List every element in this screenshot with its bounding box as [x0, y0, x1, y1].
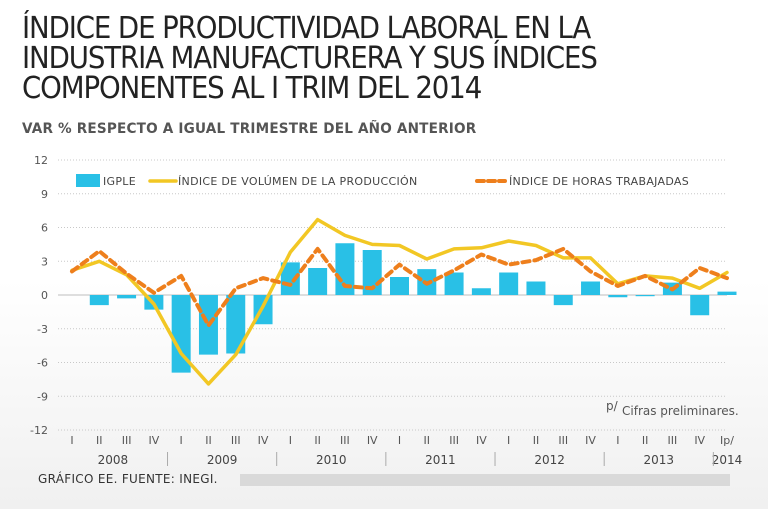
bar [499, 272, 519, 295]
note-superscript: p/ [606, 399, 619, 413]
x-quarter-label: IV [476, 434, 487, 447]
x-quarter-label: III [668, 434, 678, 447]
bar [717, 291, 737, 295]
bar [581, 281, 601, 295]
x-quarter-label: I [507, 434, 510, 447]
bar [553, 295, 573, 306]
x-quarter-label: II [642, 434, 649, 447]
x-year-label: 2010 [316, 453, 347, 467]
x-year-label: 2013 [643, 453, 674, 467]
title-line-3: COMPONENTES AL I TRIM DEL 2014 [22, 71, 482, 106]
x-quarter-label: Ip/ [720, 434, 734, 447]
y-axis: 12 9 6 3 0 -3 -6 -9 -12 [30, 154, 48, 437]
x-quarter-label: IV [258, 434, 269, 447]
x-quarter-label: IV [367, 434, 378, 447]
legend-label-hours: ÍNDICE DE HORAS TRABAJADAS [509, 175, 689, 188]
bar [444, 272, 464, 295]
legend-label-production: ÍNDICE DE VOLÚMEN DE LA PRODUCCIÓN [178, 175, 418, 188]
x-quarter-label: IV [694, 434, 705, 447]
preliminary-note: p/Cifras preliminares. [606, 399, 739, 418]
bar [471, 288, 491, 295]
title-line-1: ÍNDICE DE PRODUCTIVIDAD LABORAL EN LA [22, 11, 591, 46]
hours-worked-line [70, 246, 729, 328]
x-quarter-label: III [122, 434, 132, 447]
line-series [70, 217, 729, 386]
source-bar [240, 474, 730, 486]
y-tick-label: 0 [41, 289, 48, 302]
x-year-label: 2014 [712, 453, 743, 467]
x-quarter-label: II [205, 434, 212, 447]
x-quarter-label: I [289, 434, 292, 447]
x-year-label: 2008 [98, 453, 129, 467]
y-tick-label: 6 [41, 222, 48, 235]
bar [635, 295, 655, 297]
source-text: GRÁFICO EE. FUENTE: INEGI. [38, 472, 218, 486]
x-quarter-label: III [231, 434, 241, 447]
bar [526, 281, 546, 295]
note-text: Cifras preliminares. [622, 404, 739, 418]
x-quarter-label: II [424, 434, 431, 447]
x-quarter-label: IV [148, 434, 159, 447]
bar [690, 295, 710, 316]
chart-subtitle: VAR % RESPECTO A IGUAL TRIMESTRE DEL AÑO… [22, 121, 477, 137]
chart-title: ÍNDICE DE PRODUCTIVIDAD LABORAL EN LA IN… [22, 14, 694, 104]
bar-series [89, 243, 737, 373]
x-quarter-label: I [616, 434, 619, 447]
bar [226, 295, 246, 354]
y-tick-label: 9 [41, 188, 48, 201]
x-quarter-label: IV [585, 434, 596, 447]
legend: IGPLE ÍNDICE DE VOLÚMEN DE LA PRODUCCIÓN Í… [76, 174, 689, 188]
x-quarter-label: III [449, 434, 459, 447]
bar [280, 262, 300, 295]
x-quarter-label: I [70, 434, 73, 447]
x-axis: I II III IV I II III IV I II III IV I II III IV I II III IV… [70, 434, 742, 467]
bar [308, 268, 328, 295]
x-quarter-label: III [340, 434, 350, 447]
bar [117, 295, 137, 299]
bar [390, 277, 409, 295]
x-quarter-label: I [180, 434, 183, 447]
x-quarter-label: III [558, 434, 568, 447]
x-year-label: 2009 [207, 453, 238, 467]
x-year-label: 2011 [425, 453, 456, 467]
bar [89, 295, 109, 306]
title-line-2: INDUSTRIA MANUFACTURERA Y SUS ÍNDICES [22, 41, 598, 76]
y-tick-label: 3 [41, 255, 48, 268]
y-tick-label: -3 [37, 323, 48, 336]
y-tick-label: -9 [37, 390, 48, 403]
legend-label-igple: IGPLE [103, 175, 136, 188]
production-volume-line [70, 217, 729, 386]
x-quarter-label: II [314, 434, 321, 447]
y-tick-label: -6 [37, 357, 48, 370]
y-tick-label: 12 [34, 154, 48, 167]
bar [608, 295, 628, 298]
x-quarter-label: I [398, 434, 401, 447]
x-quarter-label: II [96, 434, 103, 447]
legend-swatch-igple [76, 174, 100, 187]
y-tick-label: -12 [30, 424, 48, 437]
bar [171, 295, 191, 373]
x-year-label: 2012 [534, 453, 565, 467]
x-quarter-label: II [533, 434, 540, 447]
